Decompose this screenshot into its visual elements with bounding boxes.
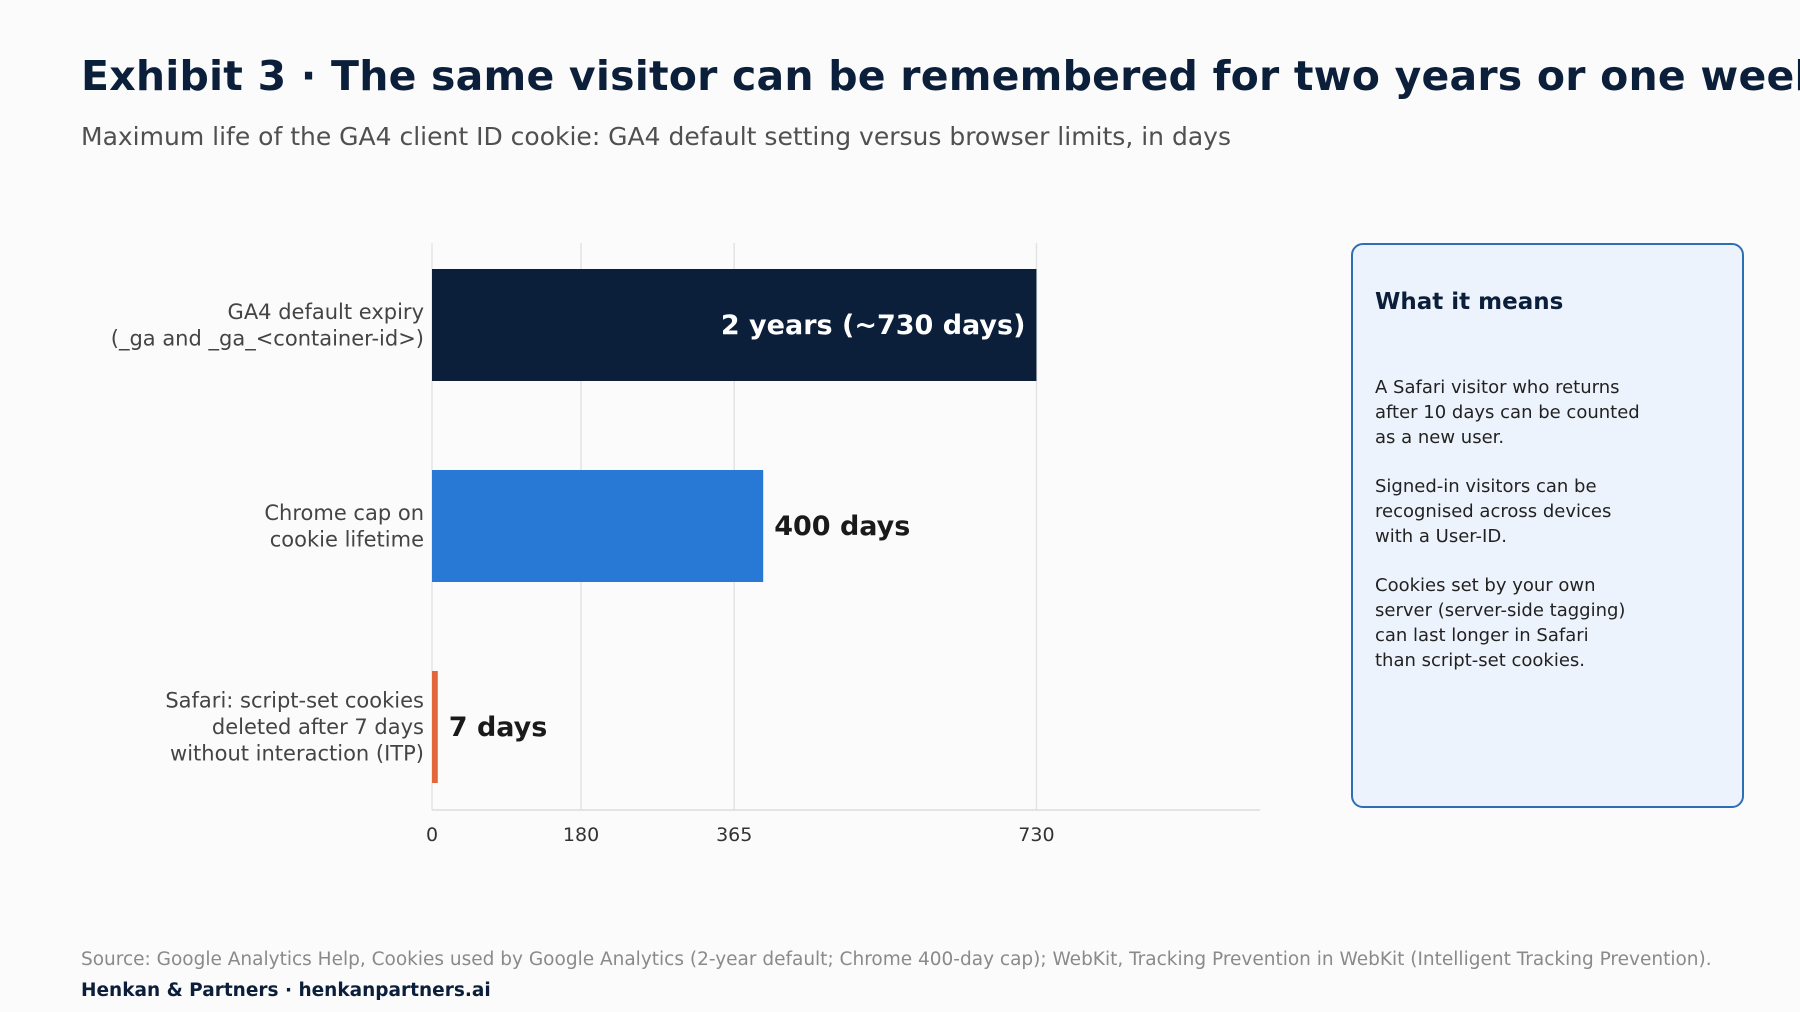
chart-subtitle: Maximum life of the GA4 client ID cookie… <box>81 122 1231 151</box>
x-tick-label-0: 0 <box>426 824 438 846</box>
what-it-means-panel: What it means A Safari visitor who retur… <box>1351 243 1744 808</box>
x-tick-label-180: 180 <box>563 824 599 846</box>
bar-data-label-0: 2 years (~730 days) <box>721 310 1026 341</box>
category-label-2: Safari: script-set cookies deleted after … <box>165 689 424 766</box>
x-tick-label-730: 730 <box>1018 824 1054 846</box>
bar-2 <box>432 671 438 783</box>
category-label-1: Chrome cap on cookie lifetime <box>264 501 424 552</box>
category-label-line: (_ga and _ga_<container-id>) <box>111 326 424 351</box>
bar-data-label-2: 7 days <box>449 712 548 743</box>
category-label-line: without interaction (ITP) <box>170 742 424 766</box>
brand-footer: Henkan & Partners · henkanpartners.ai <box>81 980 491 1001</box>
bar-chart: 0 180 365 730 2 years (~730 days) GA4 default… <box>111 243 1260 846</box>
panel-paragraph-safari: A Safari visitor who returns after 10 da… <box>1375 377 1640 448</box>
bar-data-label-1: 400 days <box>774 511 910 542</box>
panel-paragraph-user-id: Signed-in visitors can be recognised acr… <box>1375 476 1612 547</box>
category-label-0: GA4 default expiry (_ga and _ga_<containe… <box>111 300 424 352</box>
bar-0 <box>432 269 1037 381</box>
panel-title: What it means <box>1375 289 1564 315</box>
category-label-line: deleted after 7 days <box>212 715 424 739</box>
category-label-line: cookie lifetime <box>270 527 424 551</box>
bar-1 <box>432 470 764 582</box>
source-note: Source: Google Analytics Help, Cookies u… <box>81 949 1712 970</box>
chart-title: Exhibit 3 · The same visitor can be reme… <box>81 52 1800 100</box>
category-label-line: GA4 default expiry <box>228 300 424 324</box>
category-label-line: Safari: script-set cookies <box>165 689 424 713</box>
category-label-line: Chrome cap on <box>264 501 424 525</box>
panel-paragraph-server-side: Cookies set by your own server (server-s… <box>1375 575 1626 671</box>
x-tick-label-365: 365 <box>716 824 752 846</box>
